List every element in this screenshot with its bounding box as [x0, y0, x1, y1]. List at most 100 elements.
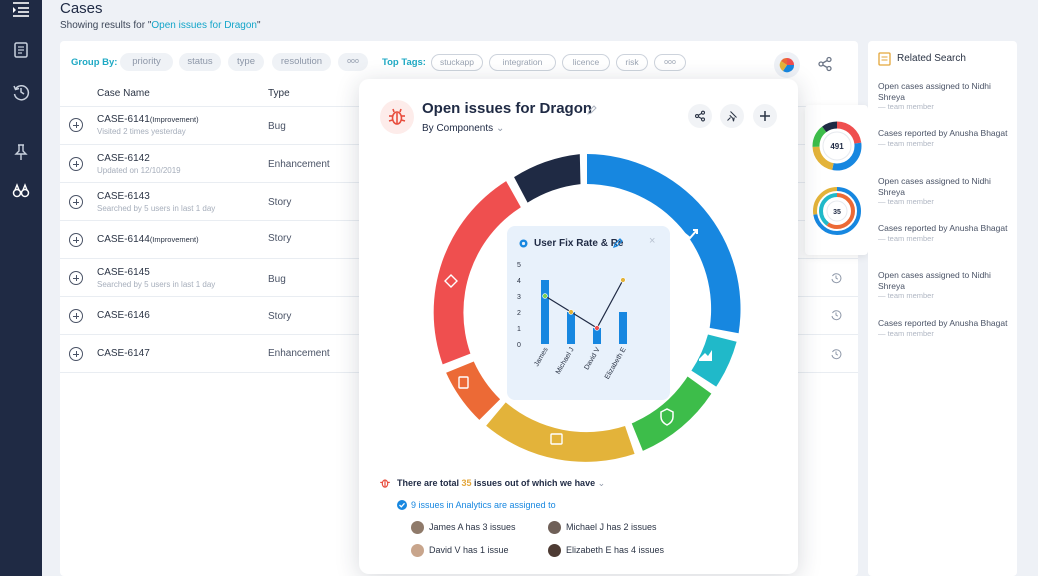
case-name: CASE-6146 — [97, 310, 150, 321]
expand-icon[interactable] — [69, 195, 83, 209]
case-name: CASE-6141(Improvement) — [97, 114, 199, 125]
chevron-down-icon: ⌄ — [495, 123, 505, 134]
search-query-link[interactable]: Open issues for Dragon — [151, 20, 257, 31]
expand-icon[interactable] — [69, 271, 83, 285]
analytics-assigned-text: 9 issues in Analytics are assigned to — [411, 500, 556, 510]
history-icon[interactable] — [830, 309, 842, 321]
group-by-priority[interactable]: priority — [120, 53, 173, 71]
bar-elizabeth-e — [619, 312, 627, 344]
history-icon[interactable] — [11, 82, 31, 102]
expand-icon[interactable] — [69, 233, 83, 247]
tag-risk[interactable]: risk — [616, 54, 648, 71]
chevron-down-icon[interactable]: ⌄ — [597, 478, 606, 488]
expand-icon[interactable] — [69, 118, 83, 132]
history-icon[interactable] — [830, 348, 842, 360]
tags-more-button[interactable]: ooo — [654, 54, 686, 71]
case-name: CASE-6143 — [97, 191, 150, 202]
history-icon[interactable] — [830, 272, 842, 284]
share-icon[interactable] — [817, 56, 833, 72]
group-by-type[interactable]: type — [228, 53, 264, 71]
donut-segment-navy[interactable] — [514, 154, 581, 203]
donut-segment-orange[interactable] — [446, 361, 501, 420]
chart-area-icon — [699, 350, 712, 361]
y-tick-label: 4 — [517, 278, 521, 285]
subtitle-prefix: Showing results for " — [60, 20, 152, 31]
page-title: Cases — [60, 0, 103, 17]
x-tick-label: James — [533, 346, 550, 368]
issues-popup: Open issues for Dragon By Components ⌄ U… — [359, 79, 798, 574]
case-name: CASE-6144(Improvement) — [97, 234, 199, 245]
line-point — [568, 309, 574, 315]
share-icon — [694, 110, 706, 122]
case-meta: Updated on 12/10/2019 — [97, 166, 181, 175]
popup-pin-button[interactable] — [720, 104, 744, 128]
popup-add-button[interactable] — [753, 104, 777, 128]
y-tick-label: 2 — [517, 310, 521, 317]
related-search-panel: Related Search Open cases assigned to Ni… — [868, 41, 1017, 576]
case-type: Enhancement — [268, 159, 330, 170]
related-search-item[interactable]: Cases reported by Anusha Bhagat — team me… — [878, 128, 1008, 148]
document-icon[interactable] — [11, 40, 31, 60]
assignee-item: Elizabeth E has 4 issues — [548, 544, 664, 557]
tag-stuckapp[interactable]: stuckapp — [431, 54, 483, 71]
avatar — [548, 544, 561, 557]
x-tick-label: Elizabeth E — [604, 346, 628, 380]
mini-radial-chart[interactable]: 35 — [810, 184, 864, 238]
case-meta: Searched by 5 users in last 1 day — [97, 280, 216, 289]
components-donut-chart[interactable] — [429, 149, 749, 469]
related-search-item[interactable]: Cases reported by Anusha Bhagat — team me… — [878, 318, 1008, 338]
group-selector[interactable]: By Components ⌄ — [422, 123, 504, 134]
bar-michael-j — [567, 312, 575, 344]
mini-charts-panel: 491 35 — [805, 105, 868, 255]
column-header-type[interactable]: Type — [268, 88, 290, 99]
donut-segment-red[interactable] — [433, 181, 521, 365]
group-selector-label: By Components — [422, 123, 494, 134]
donut-segment-teal[interactable] — [691, 334, 737, 387]
chart-view-button[interactable] — [774, 52, 800, 78]
group-by-more-button[interactable]: ooo — [338, 53, 368, 71]
case-type: Bug — [268, 121, 286, 132]
related-search-title: Related Search — [897, 53, 966, 64]
binoculars-icon[interactable] — [11, 181, 31, 201]
y-tick-label: 3 — [517, 294, 521, 301]
assignee-item: David V has 1 issue — [411, 544, 509, 557]
donut-segment-yellow[interactable] — [486, 402, 635, 462]
avatar — [548, 521, 561, 534]
related-search-item[interactable]: Cases reported by Anusha Bhagat — team me… — [878, 223, 1008, 243]
mini-radial-value: 35 — [833, 209, 841, 216]
donut-segment-blue[interactable] — [587, 154, 741, 334]
case-type: Story — [268, 233, 292, 244]
related-search-item[interactable]: Open cases assigned to Nidhi Shreya — tea… — [878, 176, 991, 206]
avatar — [411, 521, 424, 534]
group-by-status[interactable]: status — [179, 53, 221, 71]
x-tick-label: Michael J — [555, 347, 576, 376]
column-header-case-name[interactable]: Case Name — [97, 88, 150, 99]
series-line — [544, 279, 624, 329]
expand-icon[interactable] — [69, 157, 83, 171]
user-fix-rate-chart[interactable]: 0 1 2 3 4 5 James Michael J David V Elizabeth E — [507, 256, 670, 396]
donut-segment-green[interactable] — [631, 376, 712, 451]
notes-icon — [878, 52, 891, 66]
expand-icon[interactable] — [69, 309, 83, 323]
group-by-resolution[interactable]: resolution — [272, 53, 331, 71]
mini-donut-chart[interactable]: 491 — [810, 119, 864, 173]
avatar — [411, 544, 424, 557]
edit-icon[interactable] — [613, 238, 623, 248]
case-name: CASE-6145 — [97, 267, 150, 278]
assignee-item: Michael J has 2 issues — [548, 521, 657, 534]
tag-integration[interactable]: integration — [489, 54, 556, 71]
close-icon[interactable]: × — [649, 235, 656, 247]
bug-icon-badge — [380, 100, 414, 134]
case-meta: Searched by 5 users in last 1 day — [97, 204, 216, 213]
edit-title-icon[interactable] — [587, 105, 597, 115]
related-search-item[interactable]: Open cases assigned to Nidhi Shreya — tea… — [878, 270, 991, 300]
related-search-item[interactable]: Open cases assigned to Nidhi Shreya — tea… — [878, 81, 991, 111]
list-icon[interactable] — [11, 0, 31, 20]
expand-icon[interactable] — [69, 347, 83, 361]
popup-share-button[interactable] — [688, 104, 712, 128]
pin-icon[interactable] — [11, 142, 31, 162]
tag-licence[interactable]: licence — [562, 54, 610, 71]
pie-chart-icon — [779, 57, 795, 73]
plus-icon — [760, 111, 770, 121]
window-icon — [550, 433, 563, 445]
